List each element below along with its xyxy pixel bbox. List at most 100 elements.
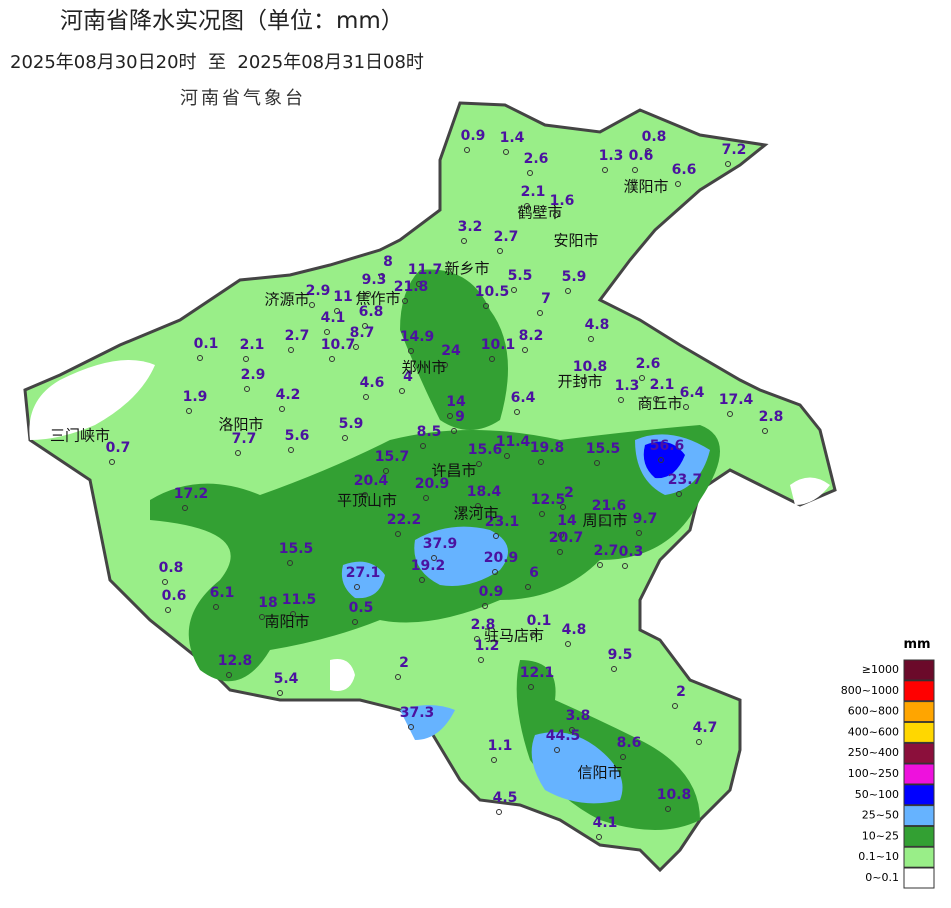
city-label: 许昌市 [431,462,476,480]
city-label: 驻马店市 [484,627,544,645]
station-value: 2.6 [524,151,549,167]
station-dot [530,632,536,638]
station-value: 3.2 [458,219,483,235]
station-value: 4.7 [693,720,718,736]
station-dot [379,273,385,279]
legend: mm ≥1000 800~1000 600~800 400~600 250~400 100~… [841,637,935,889]
station-value: 2.7 [285,328,310,344]
legend-swatch [903,680,935,702]
station-dot [329,356,335,362]
station-dot [483,303,489,309]
city-label: 商丘市 [637,395,682,413]
title: 河南省降水实况图（单位：mm） [60,8,404,34]
station-value: 8.2 [519,328,544,344]
station-value: 0.5 [349,600,374,616]
station-value: 9 [455,409,465,425]
subtitle: 2025年08月30日20时 至 2025年08月31日08时 [10,52,424,73]
station-value: 10.8 [657,787,692,803]
station-dot [527,170,533,176]
station-dot [491,757,497,763]
station-dot [645,148,651,154]
station-value: 8.6 [617,735,642,751]
station-dot [287,560,293,566]
station-dot [565,641,571,647]
station-dot [352,619,358,625]
station-dot [675,181,681,187]
station-dot [235,450,241,456]
station-value: 5.4 [274,671,299,687]
station-dot [528,684,534,690]
station-value: 2 [399,655,409,671]
station-dot [395,531,401,537]
station-value: 2.8 [471,617,496,633]
station-dot [588,336,594,342]
station-value: 2.7 [494,229,519,245]
zone-25-50 [341,561,385,599]
station-dot [197,355,203,361]
station-value: 2.1 [650,377,675,393]
station-value: 4.8 [585,317,610,333]
station-value: 0.6 [629,148,654,164]
legend-swatch [903,784,935,806]
station-value: 14 [557,513,577,529]
station-value: 1.9 [183,389,208,405]
station-value: 12.5 [531,492,566,508]
station-value: 14 [446,394,466,410]
legend-swatch [903,805,935,827]
station-value: 44.5 [546,728,581,744]
station-value: 9.5 [608,647,633,663]
station-value: 0.3 [619,544,644,560]
station-dot [288,447,294,453]
station-dot [560,504,566,510]
station-dot [182,505,188,511]
station-value: 56.6 [650,438,685,454]
station-dot [244,386,250,392]
station-value: 18.4 [467,484,502,500]
station-value: 2.1 [521,184,546,200]
station-value: 10.5 [475,284,510,300]
station-dot [464,147,470,153]
legend-label: 400~600 [848,725,899,738]
legend-label: 50~100 [855,788,899,801]
station-value: 23.7 [668,472,703,488]
station-value: 0.1 [194,336,219,352]
station-value: 15.5 [586,441,621,457]
station-value: 9.7 [633,511,658,527]
station-dot [475,503,481,509]
legend-label: 100~250 [848,767,899,780]
station-value: 5.9 [562,269,587,285]
station-dot [165,607,171,613]
station-value: 4 [403,369,413,385]
station-value: 10.8 [573,359,608,375]
city-label: 郑州市 [401,359,446,377]
station-value: 2.6 [636,356,661,372]
station-value: 1.3 [615,378,640,394]
station-dot [290,611,296,617]
station-dot [622,563,628,569]
legend-swatch [903,846,935,868]
station-dot [503,149,509,155]
city-label: 漯河市 [453,505,498,523]
station-value: 4.2 [276,387,301,403]
station-dot [478,657,484,663]
station-value: 7 [541,291,551,307]
station-dot [408,724,414,730]
legend-swatch [903,721,935,743]
station-dot [363,394,369,400]
station-dot [489,356,495,362]
station-value: 11.5 [282,592,317,608]
station-value: 27.1 [346,565,381,581]
city-label: 三门峡市 [50,427,110,445]
city-label: 鹤壁市 [517,204,562,222]
legend-swatch [903,742,935,764]
station-dot [618,397,624,403]
station-value: 2.9 [241,367,266,383]
station-dot [696,739,702,745]
station-value: 22.2 [387,512,422,528]
station-value: 19.2 [411,558,446,574]
station-value: 4.8 [562,622,587,638]
station-dot [309,302,315,308]
legend-label: 600~800 [848,705,899,718]
